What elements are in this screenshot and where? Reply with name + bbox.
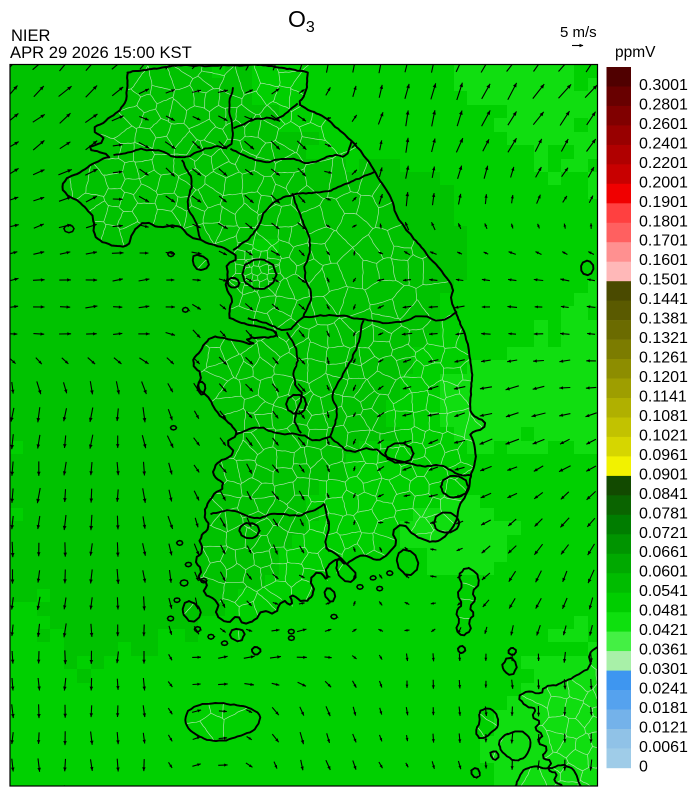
svg-text:0.2001: 0.2001 — [639, 174, 688, 191]
svg-text:NIER: NIER — [11, 27, 51, 45]
svg-text:0.0301: 0.0301 — [639, 661, 688, 678]
svg-text:0.1261: 0.1261 — [639, 350, 688, 367]
svg-text:0.1081: 0.1081 — [639, 408, 688, 425]
svg-text:0.0241: 0.0241 — [639, 681, 688, 698]
svg-text:APR 29 2026 15:00 KST: APR 29 2026 15:00 KST — [10, 43, 192, 62]
svg-text:0.1021: 0.1021 — [639, 427, 688, 444]
svg-text:0.1381: 0.1381 — [639, 311, 688, 328]
svg-text:0.0601: 0.0601 — [639, 564, 688, 581]
svg-text:0.0961: 0.0961 — [639, 447, 688, 464]
svg-text:0.0121: 0.0121 — [639, 720, 688, 737]
svg-text:0.2401: 0.2401 — [639, 135, 688, 152]
svg-text:0.0181: 0.0181 — [639, 700, 688, 717]
svg-text:0.1141: 0.1141 — [639, 389, 687, 406]
svg-text:0.2801: 0.2801 — [639, 96, 688, 113]
svg-text:0: 0 — [639, 758, 648, 775]
svg-text:0.1601: 0.1601 — [639, 252, 688, 269]
svg-text:0.0421: 0.0421 — [639, 622, 688, 639]
svg-text:0.3001: 0.3001 — [639, 77, 688, 94]
svg-text:0.0361: 0.0361 — [639, 642, 688, 659]
svg-text:0.0721: 0.0721 — [639, 525, 688, 542]
svg-text:0.1901: 0.1901 — [639, 194, 688, 211]
svg-text:ppmV: ppmV — [615, 44, 656, 61]
svg-text:0.0061: 0.0061 — [639, 739, 688, 756]
svg-text:0.0541: 0.0541 — [639, 583, 688, 600]
svg-text:0.1701: 0.1701 — [639, 233, 688, 250]
svg-text:0.1201: 0.1201 — [639, 369, 688, 386]
svg-text:0.0841: 0.0841 — [639, 486, 688, 503]
svg-text:0.0781: 0.0781 — [639, 505, 688, 522]
svg-text:0.1501: 0.1501 — [639, 272, 688, 289]
svg-text:0.2601: 0.2601 — [639, 116, 688, 133]
svg-text:0.0661: 0.0661 — [639, 544, 688, 561]
svg-text:0.2201: 0.2201 — [639, 155, 688, 172]
svg-text:0.0901: 0.0901 — [639, 466, 688, 483]
svg-text:5 m/s: 5 m/s — [560, 24, 597, 41]
svg-text:0.1801: 0.1801 — [639, 213, 688, 230]
svg-text:0.1321: 0.1321 — [639, 330, 688, 347]
svg-text:0.0481: 0.0481 — [639, 603, 688, 620]
svg-text:0.1441: 0.1441 — [639, 291, 688, 308]
